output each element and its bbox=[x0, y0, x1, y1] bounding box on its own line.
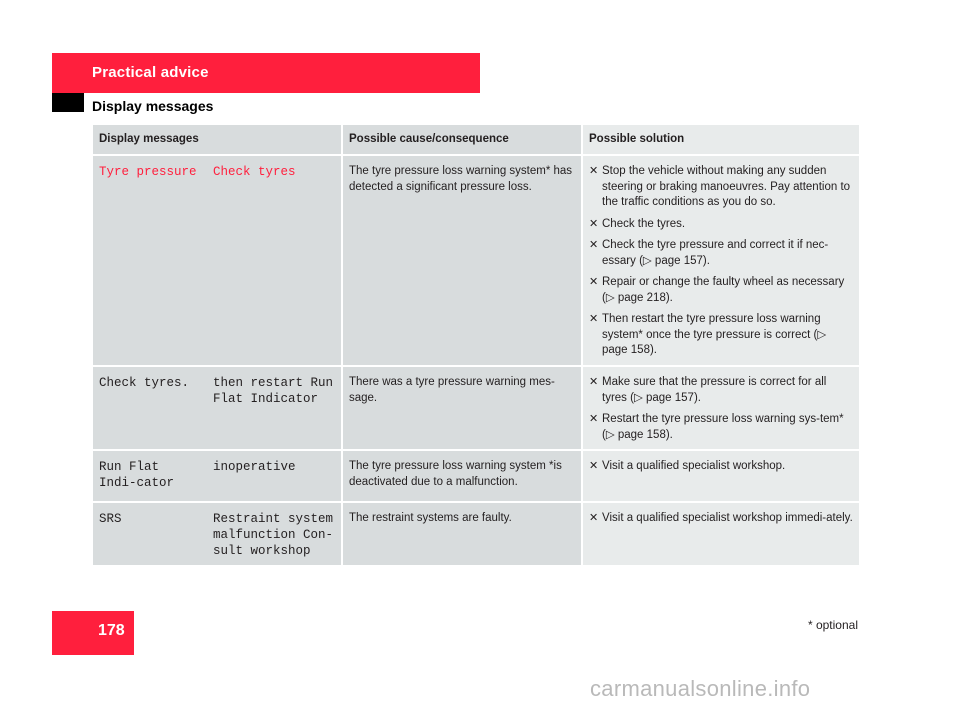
display-message-part-1: Check tyres. bbox=[93, 367, 207, 451]
display-message-part-2: Restraint system malfunction Con-sult wo… bbox=[207, 503, 343, 567]
solution-item: ✕ Visit a qualified specialist workshop i… bbox=[589, 511, 853, 527]
solution-text: Restart the tyre pressure loss warning s… bbox=[602, 413, 844, 441]
solution-item: ✕ Check the tyre pressure and correct it … bbox=[589, 238, 853, 269]
x-bullet-icon: ✕ bbox=[589, 512, 599, 524]
section-banner: Practical advice bbox=[52, 53, 480, 93]
x-bullet-icon: ✕ bbox=[589, 376, 599, 388]
header-display-messages: Display messages bbox=[93, 125, 343, 156]
solution-item: ✕ Visit a qualified specialist workshop. bbox=[589, 459, 853, 475]
section-marker-tab bbox=[52, 93, 84, 112]
table-row: SRS Restraint system malfunction Con-sult… bbox=[93, 503, 859, 567]
solution-list: ✕ Stop the vehicle without making any sud… bbox=[589, 164, 853, 359]
x-bullet-icon: ✕ bbox=[589, 460, 599, 472]
solution-text: Repair or change the faulty wheel as nec… bbox=[602, 276, 845, 304]
solution-list: ✕ Make sure that the pressure is correct … bbox=[589, 375, 853, 443]
x-bullet-icon: ✕ bbox=[589, 239, 599, 251]
display-message-part-1: SRS bbox=[93, 503, 207, 567]
possible-cause: The tyre pressure loss warning system *i… bbox=[343, 451, 583, 503]
solution-list: ✕ Visit a qualified specialist workshop. bbox=[589, 459, 853, 475]
solution-text: Check the tyres. bbox=[602, 217, 686, 230]
footnote: * optional bbox=[807, 618, 858, 632]
x-bullet-icon: ✕ bbox=[589, 165, 599, 177]
page-number: 178 bbox=[98, 622, 125, 639]
display-message-part-2: Check tyres bbox=[207, 156, 343, 367]
solution-item: ✕ Then restart the tyre pressure loss war… bbox=[589, 312, 853, 359]
x-bullet-icon: ✕ bbox=[589, 313, 599, 325]
page-number-box: 178 bbox=[52, 611, 134, 655]
solution-text: Visit a qualified specialist workshop im… bbox=[602, 512, 853, 524]
display-message-part-1: Tyre pressure bbox=[93, 156, 207, 367]
x-bullet-icon: ✕ bbox=[589, 217, 599, 230]
header-possible-cause: Possible cause/consequence bbox=[343, 125, 583, 156]
possible-cause: The restraint systems are faulty. bbox=[343, 503, 583, 567]
page-subtitle: Display messages bbox=[92, 98, 214, 114]
possible-cause: The tyre pressure loss warning system* h… bbox=[343, 156, 583, 367]
solution-item: ✕ Stop the vehicle without making any sud… bbox=[589, 164, 853, 211]
solution-list: ✕ Visit a qualified specialist workshop i… bbox=[589, 511, 853, 527]
x-bullet-icon: ✕ bbox=[589, 413, 599, 425]
display-message-part-1: Run Flat Indi-cator bbox=[93, 451, 207, 503]
x-bullet-icon: ✕ bbox=[589, 276, 599, 288]
solution-text: Make sure that the pressure is correct f… bbox=[602, 376, 827, 404]
table-row: Run Flat Indi-cator inoperative The tyre p… bbox=[93, 451, 859, 503]
possible-cause: There was a tyre pressure warning mes-sa… bbox=[343, 367, 583, 451]
solution-item: ✕ Check the tyres. bbox=[589, 217, 853, 233]
table-header-row: Display messages Possible cause/conseque… bbox=[93, 125, 859, 156]
possible-solution: ✕ Make sure that the pressure is correct … bbox=[583, 367, 859, 451]
display-message-part-2: inoperative bbox=[207, 451, 343, 503]
possible-solution: ✕ Stop the vehicle without making any sud… bbox=[583, 156, 859, 367]
display-message-part-2: then restart Run Flat Indicator bbox=[207, 367, 343, 451]
solution-item: ✕ Restart the tyre pressure loss warning … bbox=[589, 412, 853, 443]
solution-text: Visit a qualified specialist workshop. bbox=[602, 460, 786, 472]
solution-item: ✕ Make sure that the pressure is correct … bbox=[589, 375, 853, 406]
table-row: Check tyres. then restart Run Flat Indica… bbox=[93, 367, 859, 451]
solution-text: Check the tyre pressure and correct it i… bbox=[602, 239, 829, 267]
table-row: Tyre pressure Check tyres The tyre pressur… bbox=[93, 156, 859, 367]
possible-solution: ✕ Visit a qualified specialist workshop. bbox=[583, 451, 859, 503]
header-possible-solution: Possible solution bbox=[583, 125, 859, 156]
watermark: carmanualsonline.info bbox=[590, 676, 811, 701]
table-body: Tyre pressure Check tyres The tyre pressur… bbox=[93, 156, 859, 567]
possible-solution: ✕ Visit a qualified specialist workshop i… bbox=[583, 503, 859, 567]
solution-text: Stop the vehicle without making any sudd… bbox=[602, 165, 851, 208]
solution-item: ✕ Repair or change the faulty wheel as ne… bbox=[589, 275, 853, 306]
section-title: Practical advice bbox=[92, 64, 209, 81]
solution-text: Then restart the tyre pressure loss warn… bbox=[602, 313, 827, 356]
display-messages-table: Display messages Possible cause/conseque… bbox=[93, 125, 859, 567]
